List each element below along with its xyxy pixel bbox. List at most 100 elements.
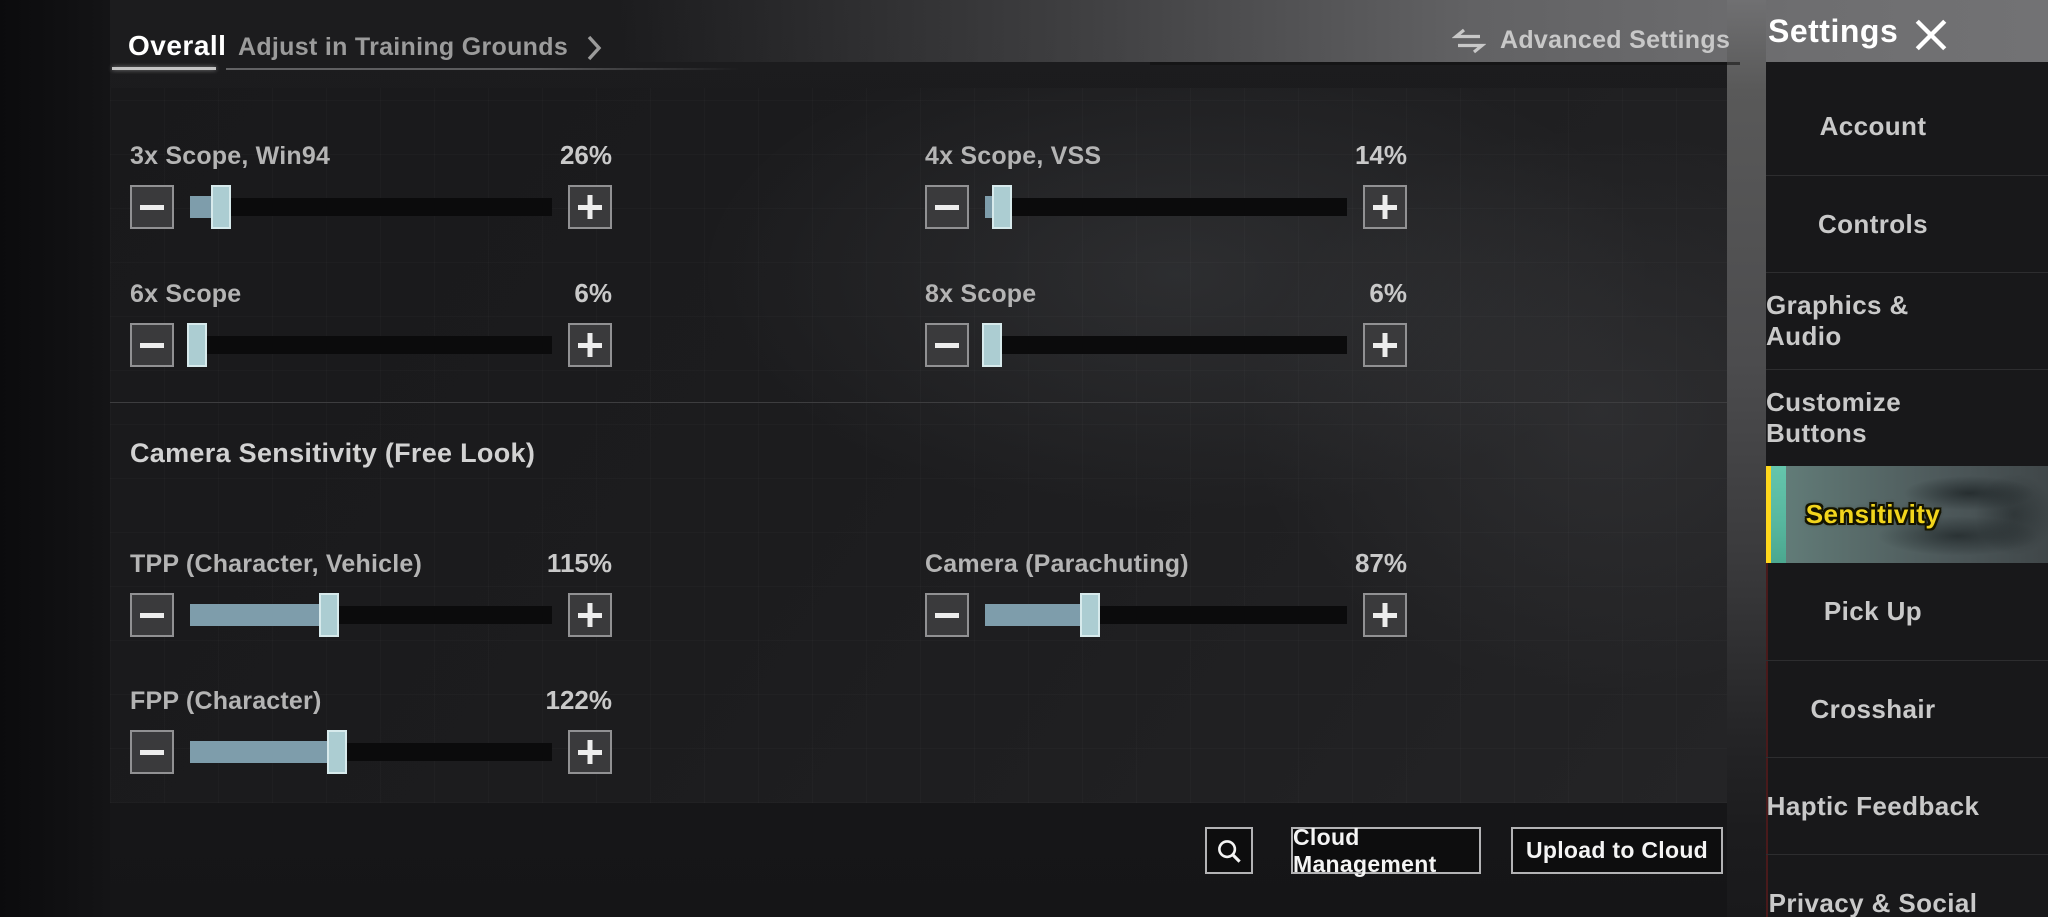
slider-fill <box>190 741 338 763</box>
minus-icon <box>140 612 164 618</box>
tab-adjust-training[interactable]: Adjust in Training Grounds <box>238 33 602 62</box>
swap-arrows-icon <box>1452 27 1486 55</box>
panel-sidebar-gap-strip <box>1727 0 1766 917</box>
decrease-button[interactable] <box>925 185 969 229</box>
slider-handle[interactable] <box>318 593 339 637</box>
chevron-right-icon <box>586 35 602 61</box>
slider-track-area[interactable] <box>985 593 1347 637</box>
slider-track[interactable] <box>190 336 552 354</box>
slider-track[interactable] <box>985 198 1347 216</box>
sidebar-item-haptic-feedback[interactable]: Haptic Feedback <box>1766 757 2048 854</box>
tab-overall[interactable]: Overall <box>128 30 227 61</box>
sidebar-item-pick-up[interactable]: Pick Up <box>1766 563 2048 660</box>
slider-handle[interactable] <box>327 730 348 774</box>
band-streak <box>1150 62 1740 65</box>
close-button[interactable] <box>1906 10 1956 60</box>
decrease-button[interactable] <box>130 323 174 367</box>
slider-row: 6x Scope 6% <box>130 278 612 367</box>
decrease-button[interactable] <box>925 593 969 637</box>
slider-row: TPP (Character, Vehicle) 115% <box>130 548 612 637</box>
slider-track-area[interactable] <box>985 185 1347 229</box>
decrease-button[interactable] <box>130 593 174 637</box>
increase-button[interactable] <box>568 730 612 774</box>
slider-track[interactable] <box>985 336 1347 354</box>
slider-handle[interactable] <box>1079 593 1100 637</box>
decrease-button[interactable] <box>925 323 969 367</box>
sidebar-item-label: Crosshair <box>1810 693 1936 724</box>
section-divider <box>110 402 1727 403</box>
slider-value: 122% <box>545 685 613 715</box>
slider-row: 8x Scope 6% <box>925 278 1407 367</box>
slider-track-area[interactable] <box>190 593 552 637</box>
slider-row: 4x Scope, VSS 14% <box>925 140 1407 229</box>
increase-button[interactable] <box>568 323 612 367</box>
plus-icon-v <box>587 333 593 357</box>
slider-value: 6% <box>1369 278 1407 308</box>
plus-icon-v <box>587 195 593 219</box>
sidebar-item-controls[interactable]: Controls <box>1766 175 2048 272</box>
topbar-underline <box>226 68 742 70</box>
search-button[interactable] <box>1205 827 1253 874</box>
plus-icon-v <box>587 740 593 764</box>
left-margin-strip <box>0 0 110 917</box>
sidebar: Account Controls Graphics & Audio Custom… <box>1766 62 2048 917</box>
slider-track-area[interactable] <box>190 185 552 229</box>
advanced-settings-label: Advanced Settings <box>1500 26 1731 54</box>
slider-label: 3x Scope, Win94 <box>130 142 331 170</box>
camera-sensitivity-heading: Camera Sensitivity (Free Look) <box>130 438 536 468</box>
sidebar-item-graphics-audio[interactable]: Graphics & Audio <box>1766 272 2048 369</box>
cloud-management-button[interactable]: Cloud Management <box>1291 824 1481 877</box>
increase-button[interactable] <box>1363 323 1407 367</box>
selected-item-teal-band <box>1771 466 1786 563</box>
slider-value: 6% <box>574 278 612 308</box>
sidebar-item-customize-buttons[interactable]: Customize Buttons <box>1766 369 2048 466</box>
slider-track-area[interactable] <box>190 730 552 774</box>
slider-label: 6x Scope <box>130 280 242 308</box>
sidebar-list: Account Controls Graphics & Audio Custom… <box>1766 78 2048 917</box>
slider-handle[interactable] <box>187 323 208 367</box>
slider-track[interactable] <box>190 198 552 216</box>
increase-button[interactable] <box>1363 593 1407 637</box>
slider-label: TPP (Character, Vehicle) <box>130 550 422 578</box>
sidebar-item-sensitivity[interactable]: Sensitivity <box>1766 466 2048 563</box>
settings-panel <box>110 88 1727 803</box>
plus-icon-v <box>1382 195 1388 219</box>
plus-icon-v <box>1382 333 1388 357</box>
minus-icon <box>140 749 164 755</box>
close-icon <box>1909 13 1953 57</box>
slider-track-area[interactable] <box>982 323 1347 367</box>
plus-icon-v <box>1382 603 1388 627</box>
upload-to-cloud-button[interactable]: Upload to Cloud <box>1511 827 1723 874</box>
top-map-band <box>0 0 2048 62</box>
increase-button[interactable] <box>568 593 612 637</box>
slider-handle[interactable] <box>991 185 1012 229</box>
sidebar-item-label: Customize Buttons <box>1766 387 1902 448</box>
sidebar-red-accent-line <box>1766 502 1768 917</box>
slider-row: FPP (Character) 122% <box>130 685 612 774</box>
increase-button[interactable] <box>1363 185 1407 229</box>
sidebar-item-label: Haptic Feedback <box>1766 790 1980 821</box>
advanced-settings-button[interactable]: Advanced Settings <box>1452 26 1730 55</box>
slider-handle[interactable] <box>211 185 232 229</box>
selected-item-illustration <box>1766 466 2048 563</box>
sidebar-item-label: Graphics & Audio <box>1766 290 1909 351</box>
sidebar-item-label: Account <box>1819 111 1927 141</box>
sidebar-item-privacy-social[interactable]: Privacy & Social <box>1766 854 2048 917</box>
upload-to-cloud-label: Upload to Cloud <box>1525 837 1709 863</box>
decrease-button[interactable] <box>130 185 174 229</box>
decrease-button[interactable] <box>130 730 174 774</box>
minus-icon <box>935 204 959 210</box>
plus-icon-v <box>587 603 593 627</box>
sidebar-item-crosshair[interactable]: Crosshair <box>1766 660 2048 757</box>
cloud-management-label: Cloud Management <box>1293 823 1437 877</box>
slider-handle[interactable] <box>982 323 1003 367</box>
sidebar-item-account[interactable]: Account <box>1766 78 2048 175</box>
tab-adjust-training-label: Adjust in Training Grounds <box>238 33 569 61</box>
slider-track-area[interactable] <box>187 323 552 367</box>
slider-label: Camera (Parachuting) <box>925 550 1189 578</box>
increase-button[interactable] <box>568 185 612 229</box>
selected-item-yellow-stripe <box>1766 466 1771 563</box>
slider-row: Camera (Parachuting) 87% <box>925 548 1407 637</box>
slider-fill <box>985 604 1090 626</box>
slider-row: 3x Scope, Win94 26% <box>130 140 612 229</box>
